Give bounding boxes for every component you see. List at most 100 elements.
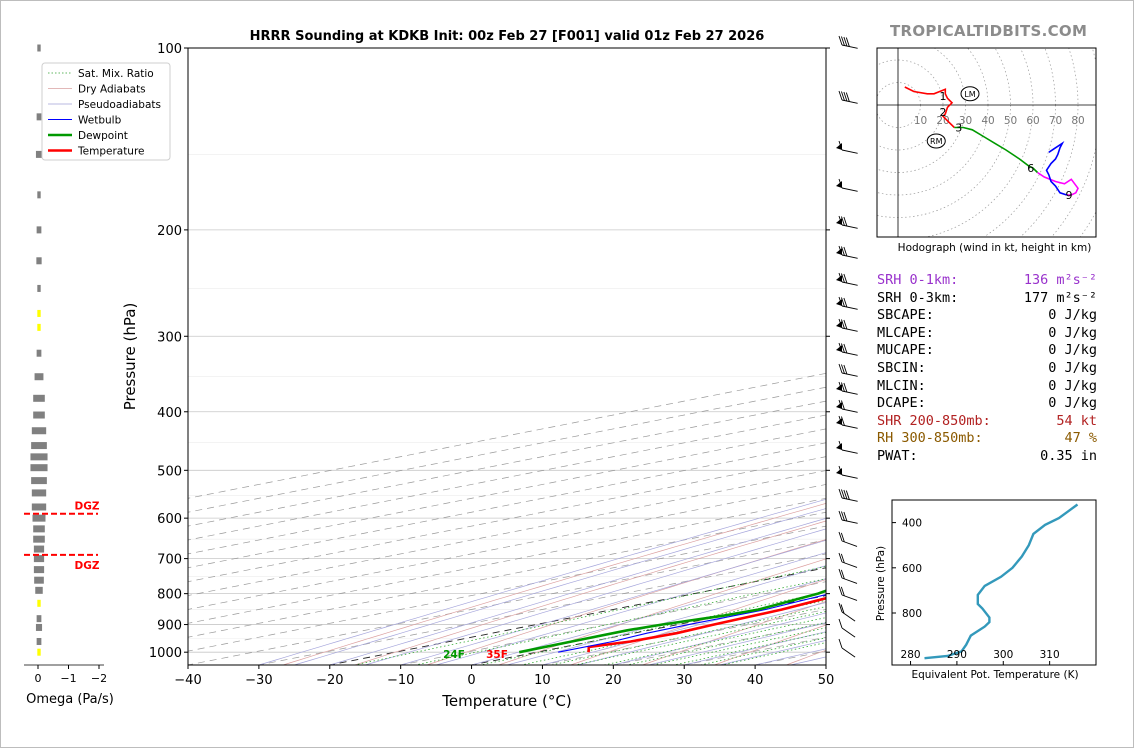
omega-bar (33, 394, 45, 402)
stat-label: SRH 0-3km: (877, 289, 959, 306)
wind-barb (836, 465, 858, 479)
legend-label: Wetbulb (78, 115, 122, 127)
omega-bar (32, 514, 46, 522)
omega-bar (36, 113, 42, 121)
skewt-lines: 1246810131620243036 (188, 48, 826, 665)
omega-bar (37, 44, 41, 52)
stat-unit: J/kg (1056, 307, 1097, 324)
stat-row: SRH 0-3km: 177 m²s⁻² (877, 290, 1097, 308)
mixing-ratio-line (575, 611, 826, 665)
stat-number: 54 (1056, 412, 1073, 429)
omega-bar (37, 648, 41, 656)
pseudo-adiabat (471, 565, 826, 665)
stat-row: SBCIN: 0 J/kg (877, 360, 1097, 378)
stat-number: 0 (1048, 307, 1057, 324)
hodo-segment (1037, 171, 1079, 196)
stat-number: 47 (1064, 430, 1081, 447)
wind-barb (836, 272, 858, 286)
stat-row: SHR 200-850mb: 54 kt (877, 413, 1097, 431)
stat-number: 0.35 (1040, 447, 1073, 464)
hodo-height-label: 6 (1027, 162, 1034, 175)
wind-barb (838, 602, 856, 622)
omega-bar (36, 615, 42, 623)
omega-bar (35, 150, 43, 158)
stat-value: 0 J/kg (1005, 307, 1097, 325)
pseudo-adiabat (400, 539, 826, 665)
hodo-ring-label: 50 (1004, 115, 1017, 127)
omega-bar (37, 191, 41, 199)
stat-label: MUCAPE: (877, 342, 934, 359)
omega-bar (33, 535, 45, 543)
wind-barb (838, 488, 858, 502)
pseudo-adiabat (258, 498, 826, 665)
omega-bar (36, 226, 42, 234)
omega-bar (36, 637, 42, 645)
theta-e-y-tick-label: 800 (902, 608, 922, 620)
stat-row: MUCAPE: 0 J/kg (877, 342, 1097, 360)
stat-row: RH 300-850mb: 47 % (877, 430, 1097, 448)
stat-row: SRH 0-1km: 136 m²s⁻² (877, 272, 1097, 290)
omega-bar (37, 599, 41, 607)
theta-e-x-tick-label: 280 (901, 649, 921, 661)
stat-unit: kt (1072, 412, 1097, 429)
skewt-axes-frame (187, 47, 827, 666)
stats-panel: SRH 0-1km: 136 m²s⁻² SRH 0-3km: 177 m²s⁻² SB… (877, 272, 1097, 466)
wind-barb (838, 638, 856, 658)
stat-label: MLCIN: (877, 377, 926, 394)
hodo-ring-label: 20 (936, 115, 949, 127)
mixing-ratio-line (415, 578, 826, 665)
stat-number: 177 (1023, 289, 1049, 306)
stat-number: 136 (1023, 272, 1049, 288)
wind-barb (836, 381, 858, 395)
stat-unit: % (1080, 430, 1097, 447)
omega-bar (33, 566, 45, 574)
y-tick-label: 600 (157, 512, 182, 527)
y-tick-label: 500 (157, 464, 182, 479)
wind-barb (836, 318, 858, 332)
wind-barb (836, 440, 858, 454)
hodo-segment (1045, 140, 1068, 196)
stat-label: SBCAPE: (877, 307, 934, 324)
surface-dewpoint-label: 24F (443, 649, 465, 661)
omega-bar (34, 373, 44, 381)
omega-axis-label: Omega (Pa/s) (26, 692, 114, 707)
stat-unit: J/kg (1056, 324, 1097, 341)
dry-adiabat (282, 503, 826, 665)
x-tick-label: −40 (174, 673, 201, 688)
hodo-ring-label: 10 (914, 115, 927, 127)
y-tick-label: 900 (157, 619, 182, 634)
pseudo-adiabat (436, 552, 826, 665)
wind-barb (836, 245, 858, 259)
hodo-ring-label: 70 (1049, 115, 1062, 127)
mixing-ratio-line (627, 621, 826, 665)
dry-adiabat (570, 579, 826, 665)
wind-barb (836, 296, 858, 310)
theta-e-frame (891, 499, 1097, 666)
wind-barb (838, 568, 858, 584)
x-axis-label: Temperature (°C) (441, 692, 571, 710)
hodo-ring-label: 80 (1071, 115, 1084, 127)
theta-e-y-tick-label: 600 (902, 563, 922, 575)
stat-unit: J/kg (1056, 342, 1097, 359)
x-tick-label: 30 (676, 673, 693, 688)
surface-temperature-label: 35F (486, 649, 508, 661)
skewt-plot: 124681013162024303624F 35F −40 −30 −20 −10 0 10… (121, 35, 858, 710)
omega-bar (30, 453, 48, 461)
legend-label: Dry Adiabats (78, 84, 146, 96)
x-tick-label: 0 (467, 673, 475, 688)
stat-number: 0 (1048, 342, 1057, 359)
stat-label: MLCAPE: (877, 324, 934, 341)
storm-motion-right (926, 133, 946, 149)
stat-label: PWAT: (877, 447, 918, 464)
legend-label: Sat. Mix. Ratio (78, 68, 154, 80)
y-tick-label: 1000 (149, 646, 182, 661)
omega-bar (33, 525, 45, 533)
storm-motion-left-label: LM (964, 90, 975, 99)
hodo-caption: Hodograph (wind in kt, height in km) (898, 242, 1092, 254)
stat-unit: J/kg (1056, 359, 1097, 376)
hodo-ring-label: 40 (981, 115, 994, 127)
wind-barb (836, 215, 858, 229)
pseudo-adiabat (294, 508, 826, 665)
stat-number: 0 (1048, 377, 1057, 394)
stat-unit: m²s⁻² (1048, 289, 1097, 306)
